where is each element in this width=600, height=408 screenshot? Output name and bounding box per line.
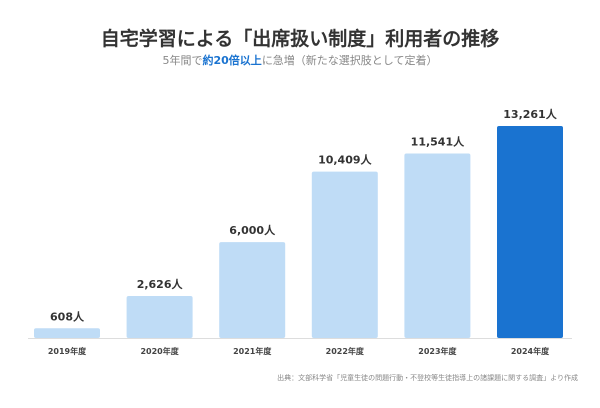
data-label: 608人	[50, 309, 85, 323]
subtitle-highlight: 約20倍以上	[202, 54, 262, 67]
category-label: 2021年度	[233, 346, 272, 356]
category-label: 2024年度	[511, 346, 550, 356]
bar-2021年度	[219, 242, 286, 338]
bar-2019年度	[34, 328, 100, 338]
chart-title: 自宅学習による「出席扱い制度」利用者の推移	[100, 28, 500, 50]
category-label: 2019年度	[48, 346, 87, 356]
source-note: 出典：文部科学省「児童生徒の問題行動・不登校等生徒指導上の諸課題に関する調査」よ…	[277, 374, 578, 382]
subtitle-before: 5年間で	[162, 54, 203, 67]
bar-2023年度	[404, 153, 471, 338]
bar-2024年度	[497, 126, 563, 338]
subtitle-after: に急増（新たな選択肢として定着）	[261, 54, 438, 67]
bar-2022年度	[311, 171, 378, 338]
category-label: 2022年度	[326, 346, 365, 356]
category-label: 2020年度	[140, 346, 179, 356]
bar-2020年度	[126, 296, 193, 338]
chart-subtitle: 5年間で約20倍以上に急増（新たな選択肢として定着）	[0, 52, 600, 68]
data-label: 11,541人	[411, 134, 465, 148]
data-label: 2,626人	[137, 277, 184, 291]
data-label: 10,409人	[318, 153, 372, 167]
data-label: 6,000人	[229, 223, 276, 237]
data-label: 13,261人	[503, 107, 557, 121]
category-label: 2023年度	[418, 346, 457, 356]
